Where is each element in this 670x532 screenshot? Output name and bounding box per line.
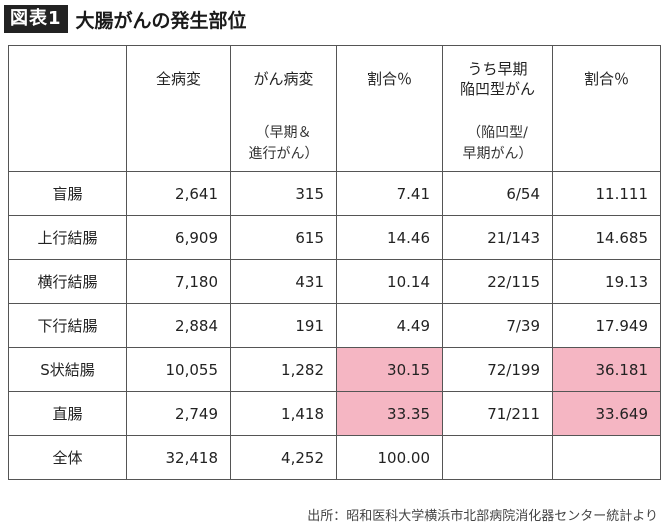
cell-depressed: 6/54 [442, 171, 553, 216]
cell-ratio2 [552, 435, 661, 480]
cell-cancer: 1,282 [230, 347, 337, 392]
cell-total: 32,418 [126, 435, 231, 480]
subheader-cell-blank [8, 111, 127, 172]
cell-total: 2,749 [126, 391, 231, 436]
cell-depressed: 7/39 [442, 303, 553, 348]
cell-site: S状結腸 [8, 347, 127, 392]
cell-site: 全体 [8, 435, 127, 480]
table-row: 盲腸 2,641 315 7.41 6/54 11.111 [8, 171, 661, 216]
cell-cancer: 1,418 [230, 391, 337, 436]
header-cell-cancer: がん病変 [230, 45, 337, 112]
subheader-cell-cancer: （早期＆ 進行がん） [230, 111, 337, 172]
table-row: 横行結腸 7,180 431 10.14 22/115 19.13 [8, 259, 661, 304]
cell-ratio2: 19.13 [552, 259, 661, 304]
cell-cancer: 191 [230, 303, 337, 348]
table-row: 上行結腸 6,909 615 14.46 21/143 14.685 [8, 215, 661, 260]
figure-title: 大腸がんの発生部位 [75, 9, 247, 32]
cell-cancer: 4,252 [230, 435, 337, 480]
cell-cancer: 431 [230, 259, 337, 304]
cell-ratio2: 36.181 [552, 347, 661, 392]
subheader-cell-ratio [336, 111, 443, 172]
cell-total: 6,909 [126, 215, 231, 260]
cell-ratio: 30.15 [336, 347, 443, 392]
cell-site: 上行結腸 [8, 215, 127, 260]
cell-ratio2: 14.685 [552, 215, 661, 260]
cell-site: 直腸 [8, 391, 127, 436]
cell-ratio2: 33.649 [552, 391, 661, 436]
cell-ratio2: 11.111 [552, 171, 661, 216]
cell-ratio: 100.00 [336, 435, 443, 480]
cell-ratio: 14.46 [336, 215, 443, 260]
header-subrow: （早期＆ 進行がん） （陥凹型/早期がん） [8, 111, 661, 172]
cell-cancer: 315 [230, 171, 337, 216]
subheader-cell-ratio2 [552, 111, 661, 172]
cell-ratio: 4.49 [336, 303, 443, 348]
cell-total: 10,055 [126, 347, 231, 392]
table-row: 下行結腸 2,884 191 4.49 7/39 17.949 [8, 303, 661, 348]
data-table-container: 全病変 がん病変 割合％ うち早期 陥凹型がん 割合％ （早期＆ 進行がん） （陥凹… [8, 45, 661, 480]
cell-depressed: 72/199 [442, 347, 553, 392]
header-cell-blank [8, 45, 127, 112]
source-note: 出所：昭和医科大学横浜市北部病院消化器センター統計より [307, 509, 658, 524]
header-row: 全病変 がん病変 割合％ うち早期 陥凹型がん 割合％ [8, 45, 661, 112]
table-row: S状結腸 10,055 1,282 30.15 72/199 36.181 [8, 347, 661, 392]
header-cell-total: 全病変 [126, 45, 231, 112]
cell-ratio: 10.14 [336, 259, 443, 304]
cell-ratio: 33.35 [336, 391, 443, 436]
cell-depressed: 21/143 [442, 215, 553, 260]
cell-site: 下行結腸 [8, 303, 127, 348]
cell-cancer: 615 [230, 215, 337, 260]
cell-depressed [442, 435, 553, 480]
cell-depressed: 22/115 [442, 259, 553, 304]
cell-site: 横行結腸 [8, 259, 127, 304]
table-row: 全体 32,418 4,252 100.00 [8, 435, 661, 480]
cell-total: 2,884 [126, 303, 231, 348]
cell-total: 7,180 [126, 259, 231, 304]
header-cell-ratio: 割合％ [336, 45, 443, 112]
subheader-cell-total [126, 111, 231, 172]
figure-label: 図表1 [4, 5, 68, 33]
data-table: 全病変 がん病変 割合％ うち早期 陥凹型がん 割合％ （早期＆ 進行がん） （陥凹… [8, 45, 661, 480]
table-row: 直腸 2,749 1,418 33.35 71/211 33.649 [8, 391, 661, 436]
header-cell-depressed: うち早期 陥凹型がん [442, 45, 553, 112]
header-cell-ratio2: 割合％ [552, 45, 661, 112]
cell-ratio: 7.41 [336, 171, 443, 216]
cell-ratio2: 17.949 [552, 303, 661, 348]
cell-site: 盲腸 [8, 171, 127, 216]
subheader-cell-depressed: （陥凹型/早期がん） [442, 111, 553, 172]
cell-total: 2,641 [126, 171, 231, 216]
figure-header: 図表1 大腸がんの発生部位 [4, 4, 247, 34]
cell-depressed: 71/211 [442, 391, 553, 436]
